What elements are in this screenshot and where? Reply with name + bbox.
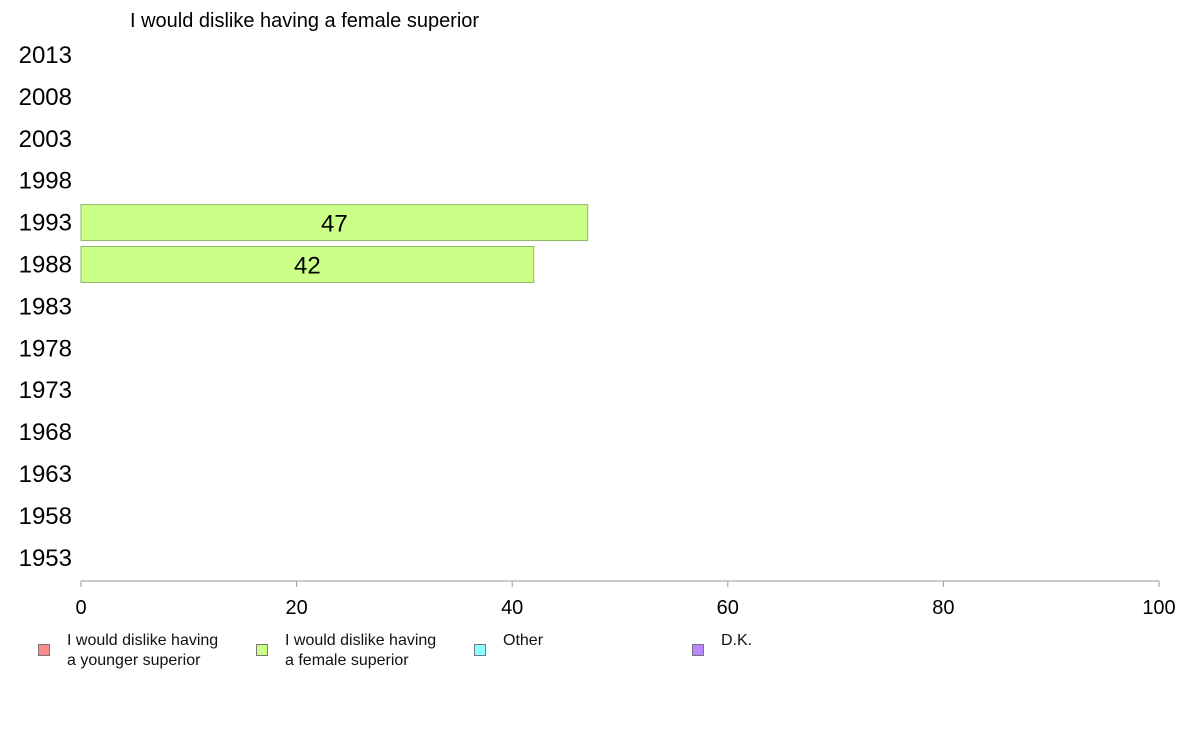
- category-label: 1978: [19, 335, 72, 362]
- x-tick-label: 20: [285, 597, 307, 619]
- legend-label: I would dislike having a female superior: [285, 632, 437, 669]
- legend: I would dislike having a younger superio…: [38, 631, 1158, 679]
- x-tick-label: 0: [75, 597, 86, 619]
- bar: [80, 204, 589, 242]
- category-label: 1993: [19, 210, 72, 237]
- chart-title: I would dislike having a female superior: [130, 10, 479, 32]
- legend-label: D.K.: [721, 632, 753, 649]
- legend-swatch: [474, 644, 486, 656]
- legend-label: Other: [503, 632, 544, 649]
- category-label: 2013: [19, 42, 72, 69]
- category-label: 1973: [19, 377, 72, 404]
- legend-label: I would dislike having a younger superio…: [67, 632, 219, 669]
- category-label: 1958: [19, 503, 72, 530]
- legend-item-other: Other: [474, 631, 543, 656]
- category-label: 1953: [19, 545, 72, 572]
- bar-value-label: 47: [321, 211, 348, 238]
- x-tick-label: 80: [932, 597, 954, 619]
- category-label: 1983: [19, 293, 72, 320]
- legend-swatch: [692, 644, 704, 656]
- bar: [80, 246, 535, 283]
- legend-swatch: [256, 644, 268, 656]
- bar-value-label: 42: [294, 253, 321, 280]
- category-label: 1968: [19, 419, 72, 446]
- category-label: 1988: [19, 252, 72, 279]
- category-label: 1963: [19, 461, 72, 488]
- x-tick-label: 60: [717, 597, 739, 619]
- legend-item-younger-superior: I would dislike having a younger superio…: [38, 631, 218, 671]
- category-label: 1998: [19, 168, 72, 195]
- x-tick-label: 100: [1142, 597, 1175, 619]
- category-label: 2008: [19, 84, 72, 111]
- x-axis: 0 20 40 60 80 100: [75, 580, 1176, 619]
- legend-swatch: [38, 644, 50, 656]
- legend-item-female-superior: I would dislike having a female superior: [256, 631, 436, 671]
- x-tick-label: 40: [501, 597, 523, 619]
- legend-item-dk: D.K.: [692, 631, 752, 656]
- category-labels: 2013 2008 2003 1998 1993 1988 1983 1978 1973 1968…: [19, 42, 72, 572]
- category-label: 2003: [19, 126, 72, 153]
